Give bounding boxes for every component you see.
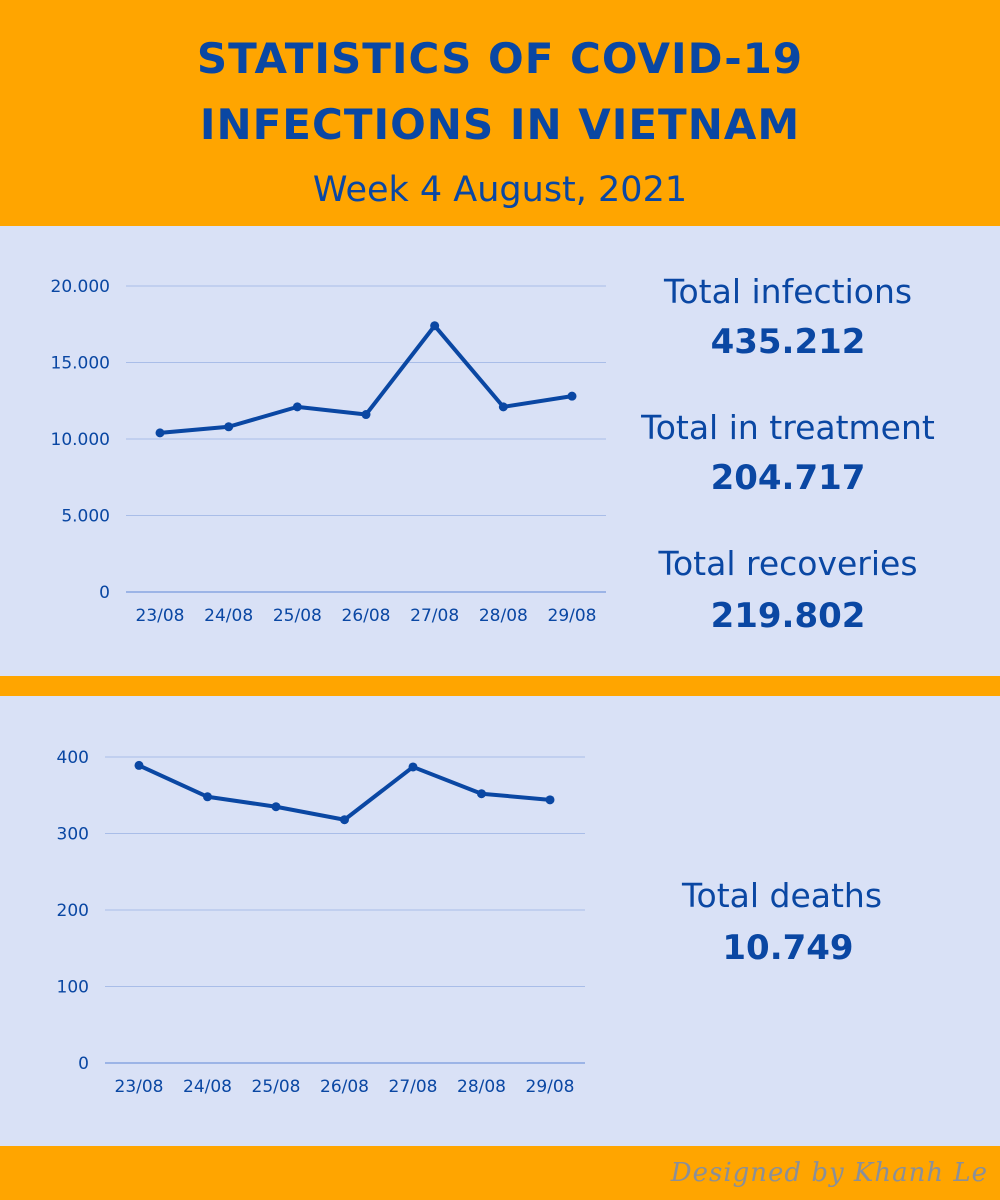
data-point [203, 792, 212, 802]
total-infections-value: 435.212 [710, 322, 866, 362]
x-tick-label: 24/08 [183, 1077, 232, 1097]
y-tick-label: 15.000 [51, 354, 110, 374]
y-tick-label: 0 [99, 583, 110, 603]
y-tick-label: 0 [78, 1054, 89, 1074]
header-banner: STATISTICS OF COVID-19 INFECTIONS IN VIE… [0, 0, 1000, 226]
y-tick-label: 100 [57, 978, 89, 998]
designer-credit: Designed by Khanh Le [670, 1158, 988, 1188]
total-deaths-label: Total deaths [681, 876, 883, 915]
data-point [292, 402, 302, 412]
x-tick-label: 27/08 [389, 1077, 438, 1097]
x-tick-label: 26/08 [320, 1077, 369, 1097]
x-tick-label: 25/08 [252, 1077, 301, 1097]
data-point [340, 815, 349, 825]
y-tick-label: 300 [57, 825, 89, 845]
x-tick-label: 23/08 [115, 1077, 164, 1097]
data-point [430, 321, 440, 331]
infections-line-chart: 0 5.000 10.000 15.000 20.000 23/08 24/08 25/08 2… [51, 277, 606, 626]
data-point [155, 428, 165, 438]
total-treatment-label: Total in treatment [641, 408, 935, 447]
x-tick-label: 25/08 [273, 606, 322, 626]
y-tick-label: 20.000 [51, 277, 110, 297]
total-treatment-value: 204.717 [710, 458, 866, 498]
x-tick-label: 24/08 [204, 606, 253, 626]
x-tick-label: 29/08 [526, 1077, 575, 1097]
page-title-line-1: STATISTICS OF COVID-19 [196, 34, 804, 83]
data-point [498, 402, 508, 412]
y-tick-label: 10.000 [51, 430, 110, 450]
x-tick-label: 26/08 [342, 606, 391, 626]
data-point [271, 802, 281, 812]
x-tick-label: 27/08 [410, 606, 459, 626]
data-point [477, 789, 486, 799]
total-recoveries-label: Total recoveries [658, 544, 918, 583]
page-title-line-2: INFECTIONS IN VIETNAM [199, 100, 801, 149]
x-tick-label: 29/08 [548, 606, 597, 626]
data-point [224, 422, 234, 432]
deaths-line-chart: 0 100 200 300 400 23/08 24/08 25/08 26/08 27/08 28… [57, 748, 585, 1097]
data-point [408, 762, 418, 772]
data-point [567, 391, 577, 401]
y-tick-label: 5.000 [61, 507, 110, 527]
x-tick-label: 28/08 [457, 1077, 506, 1097]
deaths-panel: 0 100 200 300 400 23/08 24/08 25/08 26/08 27/08 28… [0, 696, 1000, 1146]
total-deaths-value: 10.749 [722, 928, 854, 968]
data-point [361, 410, 371, 420]
total-infections-label: Total infections [663, 272, 913, 311]
y-tick-label: 400 [57, 748, 89, 768]
y-tick-label: 200 [57, 901, 89, 921]
series-line [137, 763, 552, 822]
total-recoveries-value: 219.802 [710, 596, 866, 636]
data-point [134, 760, 144, 770]
infections-panel: 0 5.000 10.000 15.000 20.000 23/08 24/08 25/08 2… [0, 226, 1000, 676]
page-subtitle: Week 4 August, 2021 [312, 170, 688, 210]
x-tick-label: 28/08 [479, 606, 528, 626]
x-tick-label: 23/08 [136, 606, 185, 626]
data-point [545, 795, 555, 805]
